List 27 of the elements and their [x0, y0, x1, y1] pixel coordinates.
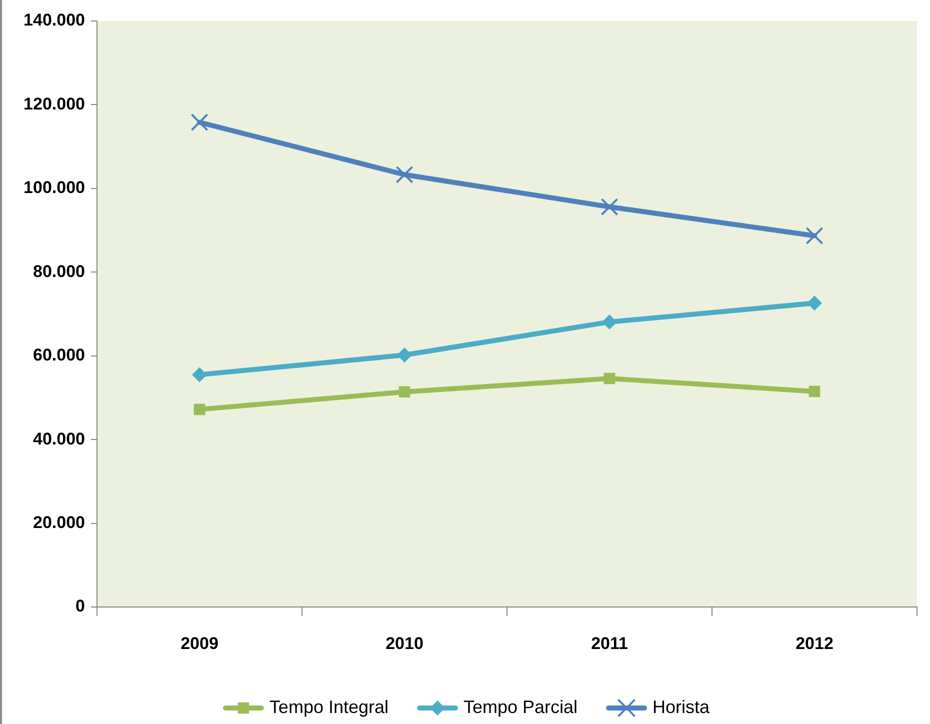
- point: [397, 348, 412, 363]
- y-tick-label: 20.000: [33, 512, 85, 532]
- point: [190, 114, 208, 132]
- y-tick-label: 140.000: [24, 10, 85, 30]
- point: [192, 367, 207, 382]
- point: [807, 296, 822, 311]
- y-tick-label: 100.000: [24, 178, 85, 198]
- x-tick-label: 2010: [386, 634, 424, 653]
- point: [398, 386, 410, 398]
- legend-label: Horista: [652, 696, 711, 717]
- point: [806, 226, 824, 245]
- point: [604, 372, 616, 384]
- x-tick-label: 2012: [796, 634, 834, 653]
- y-tick-label: 60.000: [33, 346, 85, 365]
- x-tick-label: 2011: [591, 634, 628, 653]
- point: [600, 198, 618, 216]
- y-tick-label: 0: [76, 596, 85, 616]
- y-tick-label: 40.000: [33, 429, 85, 448]
- point: [194, 404, 206, 416]
- y-tick-label: 80.000: [33, 262, 85, 281]
- point: [602, 314, 617, 330]
- x-tick-label: 2009: [180, 634, 218, 653]
- legend-label: Tempo Integral: [269, 696, 389, 717]
- y-tick-label: 120.000: [24, 94, 85, 114]
- point: [396, 166, 414, 184]
- point: [808, 386, 820, 398]
- legend-label: Tempo Parcial: [464, 696, 578, 717]
